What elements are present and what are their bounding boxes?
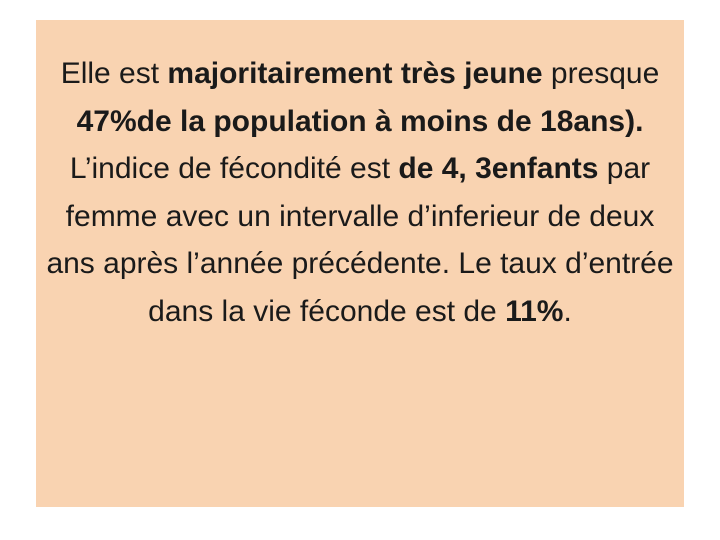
bold-text-segment: de 4, 3enfants [398, 152, 599, 185]
bold-text-segment: 47%de la population à moins de 18ans). [76, 104, 644, 138]
text-segment: Elle est [60, 57, 168, 90]
text-segment: L’indice de fécondité est [69, 152, 399, 185]
text-box: Elle est majoritairement très jeune pres… [36, 20, 684, 507]
text-segment: . [563, 294, 572, 328]
text-segment: par femme avec un intervalle d’inferieur… [46, 152, 674, 328]
text-segment: presque [542, 57, 660, 90]
bold-text-segment: majoritairement très jeune [167, 57, 543, 90]
bold-text-segment: 11% [505, 294, 564, 328]
body-paragraph: Elle est majoritairement très jeune pres… [40, 50, 680, 335]
